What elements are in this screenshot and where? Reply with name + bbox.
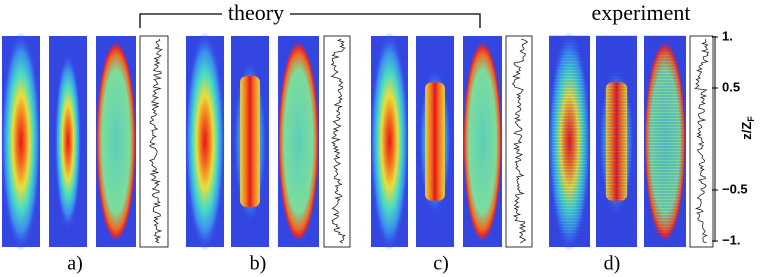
density-ring	[644, 40, 686, 243]
density-spot	[1, 31, 41, 252]
density-ring	[96, 40, 136, 243]
axis-label-main: z/Z	[739, 122, 754, 140]
density-ring	[278, 40, 319, 243]
axis-label-sub: F	[746, 116, 756, 122]
tick-label: 1.	[722, 28, 733, 43]
panel-label: a)	[67, 253, 83, 275]
panel-label: c)	[433, 253, 449, 275]
experiment-title: experiment	[592, 0, 691, 25]
bracket-gap	[222, 2, 290, 26]
profile-curve	[694, 38, 710, 244]
theory-title: theory	[228, 0, 284, 25]
density-spot	[370, 31, 409, 252]
panels	[1, 31, 714, 252]
tick-label: −1.	[722, 232, 740, 247]
profile-curve	[330, 38, 346, 244]
profile-curve	[511, 38, 529, 244]
tick-label: 0.5	[722, 79, 740, 94]
density-spot	[54, 52, 82, 231]
density-spot	[185, 31, 225, 252]
density-spot	[548, 31, 591, 252]
density-box	[425, 82, 445, 201]
density-box	[240, 76, 260, 207]
density-box	[605, 82, 628, 201]
theory-bracket	[139, 13, 481, 28]
profile-box	[689, 35, 714, 248]
panel-label: b)	[250, 253, 267, 275]
panel-label: d)	[604, 253, 621, 275]
density-ring	[463, 40, 502, 243]
axis-label: z/ZF	[739, 116, 756, 140]
tick-label: −0.5	[722, 181, 748, 196]
profile-curve	[148, 38, 163, 244]
profile-box	[139, 35, 169, 248]
